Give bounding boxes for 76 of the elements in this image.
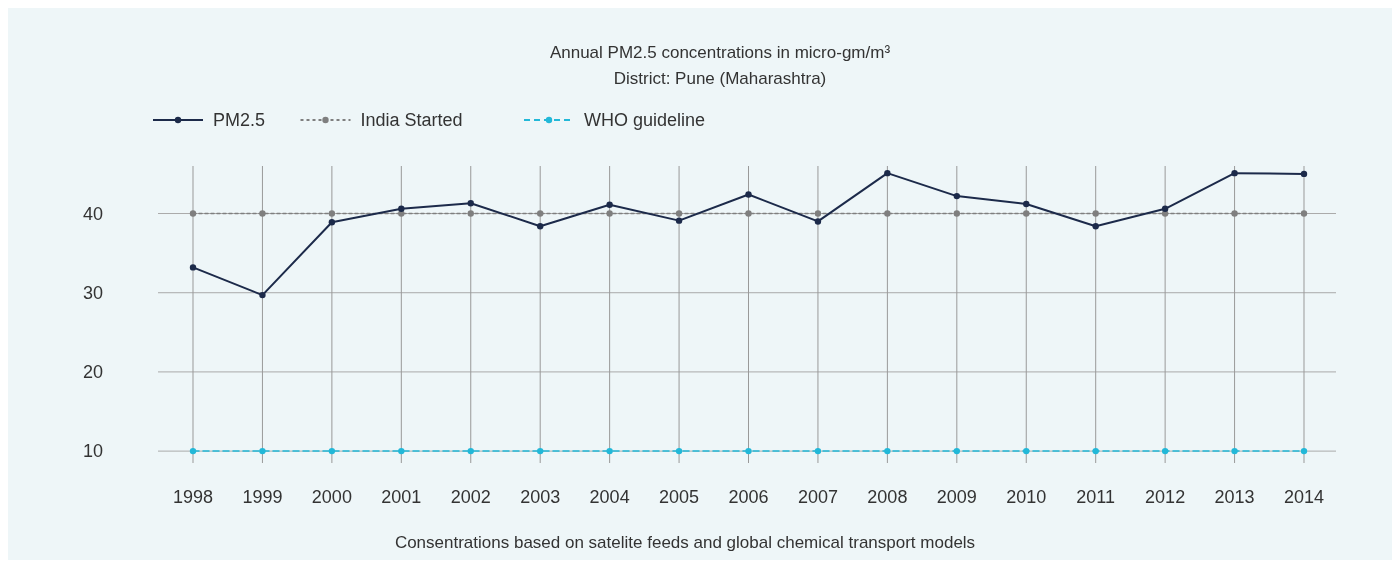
point <box>189 264 197 271</box>
y-tick-label: 10 <box>82 441 103 462</box>
x-tick-label: 2009 <box>936 487 977 507</box>
point <box>1023 210 1030 217</box>
point <box>467 200 474 207</box>
point <box>328 447 336 455</box>
y-tick-label: 20 <box>82 362 103 383</box>
y-tick-label: 30 <box>82 283 103 304</box>
point <box>953 192 961 200</box>
point <box>1092 210 1099 217</box>
point <box>259 291 266 299</box>
point <box>398 205 405 212</box>
x-tick-label: 1998 <box>172 487 214 507</box>
y-tick-label: 40 <box>82 203 103 224</box>
point <box>1092 447 1099 455</box>
x-tick-label: 2014 <box>1283 487 1325 507</box>
chart-subtitle: District: Pune (Maharashtra) <box>613 69 827 88</box>
point <box>467 210 474 217</box>
point <box>189 447 197 455</box>
x-tick-label: 2013 <box>1214 487 1255 507</box>
text: Consentrations based on satelite feeds and global chemical transport models <box>394 533 976 552</box>
x-tick-label: 2007 <box>797 487 838 507</box>
point <box>606 447 613 455</box>
point <box>328 210 336 217</box>
point <box>953 447 961 455</box>
point <box>606 201 613 209</box>
point <box>328 219 336 226</box>
point <box>536 447 544 455</box>
point <box>675 217 683 224</box>
x-tick-label: 2001 <box>381 487 422 507</box>
point <box>1300 210 1308 217</box>
point <box>536 210 544 217</box>
x-tick-label: 2012 <box>1145 487 1186 507</box>
point <box>953 210 961 217</box>
point <box>1023 447 1030 455</box>
legend-label: India Started <box>360 110 463 131</box>
point <box>745 447 752 455</box>
x-tick-label: 2005 <box>659 487 700 507</box>
point <box>259 210 266 217</box>
point <box>1161 205 1169 212</box>
x-tick-label: 2010 <box>1006 487 1047 507</box>
point <box>259 447 266 455</box>
x-tick-label: 2011 <box>1076 487 1116 507</box>
point <box>745 191 752 198</box>
point <box>814 447 822 455</box>
point <box>675 210 683 217</box>
point <box>814 210 822 217</box>
x-tick-label: 2004 <box>589 487 630 507</box>
point <box>745 210 752 217</box>
x-tick-label: 2008 <box>867 487 908 507</box>
point <box>467 447 474 455</box>
point <box>884 210 891 217</box>
point <box>1300 170 1308 178</box>
point <box>1231 210 1238 217</box>
x-tick-label: 2000 <box>311 487 352 507</box>
x-tick-label: 2002 <box>450 487 491 507</box>
point <box>675 447 683 455</box>
x-tick-label: 2006 <box>728 487 769 507</box>
legend-label: PM2.5 <box>213 110 266 131</box>
point <box>814 218 822 225</box>
point <box>1231 169 1238 177</box>
point <box>1092 222 1099 230</box>
x-tick-label: 2003 <box>520 487 561 507</box>
point <box>1023 200 1030 208</box>
legend-label: WHO guideline <box>584 110 706 131</box>
point <box>398 447 405 455</box>
point <box>884 447 891 455</box>
point <box>189 210 197 217</box>
point <box>884 169 891 177</box>
point <box>1300 447 1308 455</box>
x-tick-label: 1999 <box>242 487 283 507</box>
point <box>1161 447 1169 455</box>
point <box>606 210 613 217</box>
point <box>1231 447 1238 455</box>
point <box>536 222 544 230</box>
chart-title: Annual PM2.5 concentrations in micro-gm/m³ <box>549 43 891 62</box>
